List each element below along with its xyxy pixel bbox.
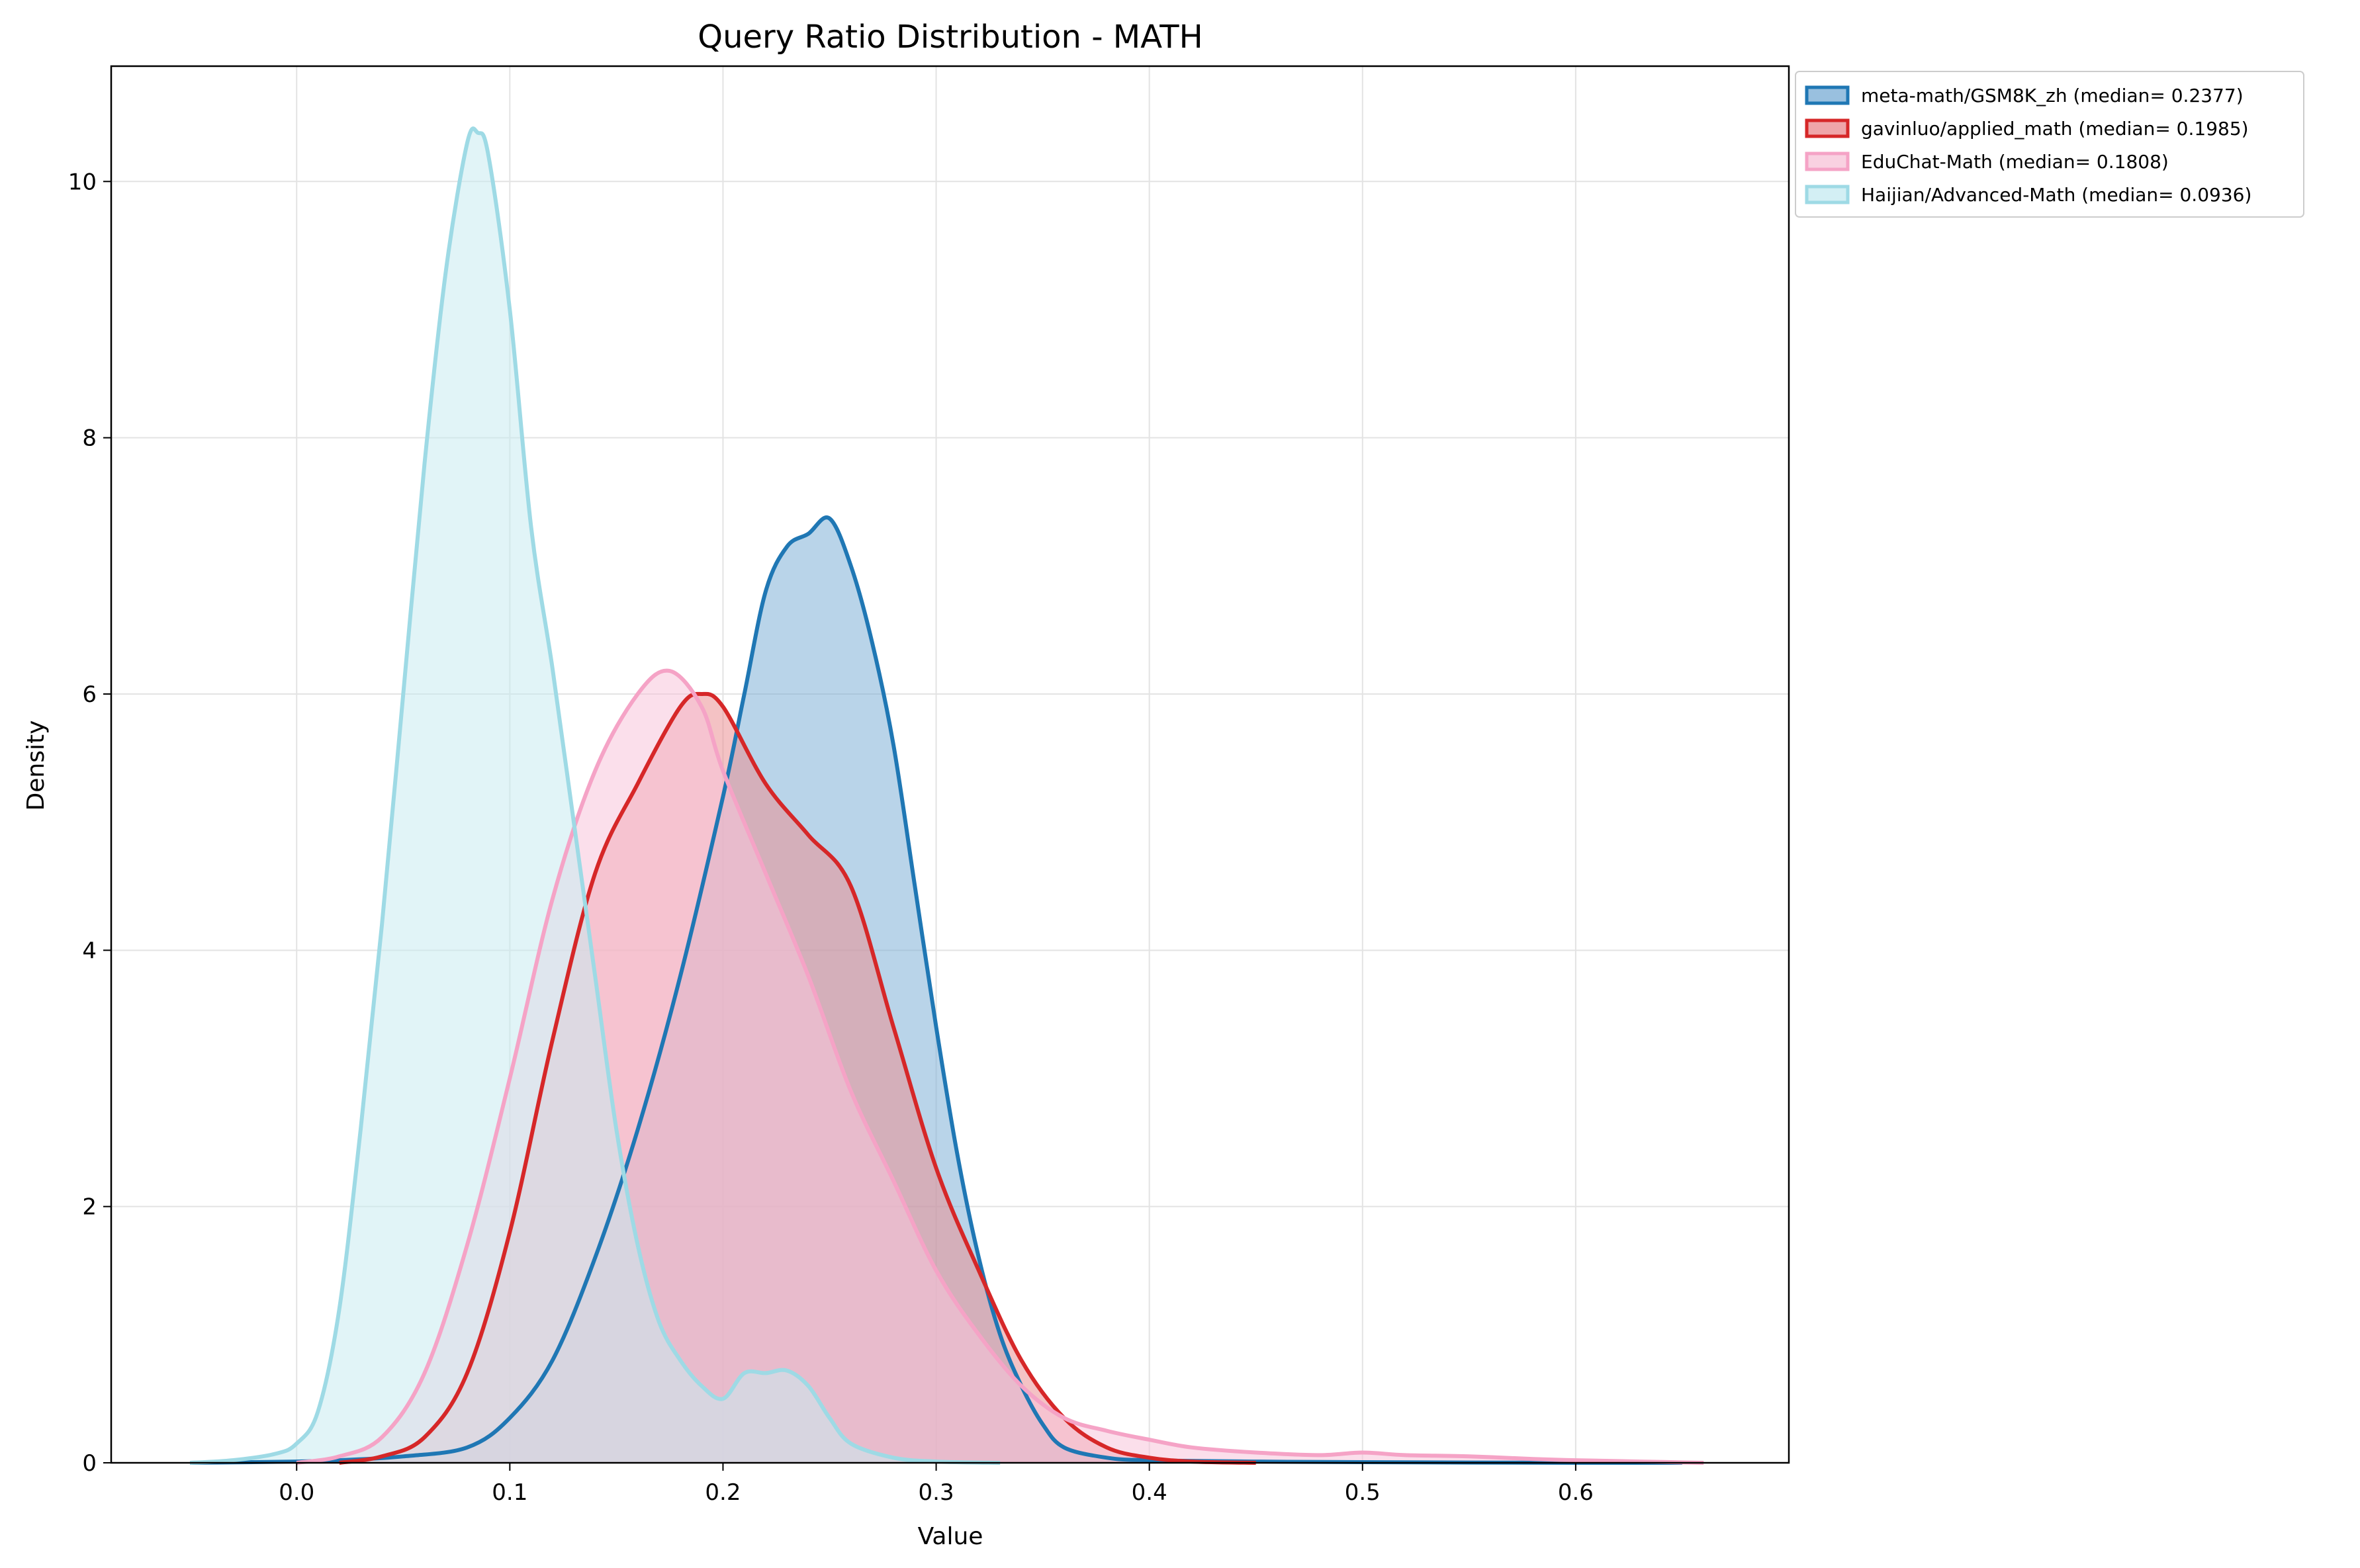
density-area-series-4 (190, 128, 1001, 1463)
x-tick-label: 0.4 (1132, 1479, 1167, 1506)
y-tick-label: 4 (82, 937, 97, 964)
plot-frame (110, 65, 1790, 1464)
density-lines (190, 126, 1704, 1465)
y-tick-label: 0 (82, 1450, 97, 1477)
legend-swatch (1805, 152, 1850, 171)
density-line-series-1 (190, 515, 1682, 1465)
x-tick-label: 0.1 (492, 1479, 527, 1506)
legend-label: Haijian/Advanced-Math (median= 0.0936) (1861, 184, 2251, 206)
density-areas (190, 128, 1704, 1463)
density-line-series-2 (339, 691, 1256, 1465)
legend-label: meta-math/GSM8K_zh (median= 0.2377) (1861, 85, 2244, 107)
x-tick-label: 0.2 (705, 1479, 741, 1506)
density-line-series-3 (296, 668, 1704, 1465)
legend-swatch (1805, 185, 1850, 204)
y-tick-label: 6 (82, 681, 97, 708)
density-area-series-3 (296, 670, 1704, 1463)
y-tick-label: 8 (82, 425, 97, 452)
x-tick-label: 0.3 (919, 1479, 954, 1506)
x-tick-label: 0.6 (1558, 1479, 1594, 1506)
y-axis-title: Density (23, 720, 50, 811)
legend-swatch (1805, 118, 1850, 138)
x-tick-label: 0.0 (279, 1479, 314, 1506)
y-tick-label: 10 (68, 169, 97, 195)
y-tick-label: 2 (82, 1194, 97, 1221)
legend-label: EduChat-Math (median= 0.1808) (1861, 151, 2169, 173)
density-line-series-4 (190, 126, 1001, 1465)
y-axis-ticks: 0 2 4 6 8 10 (68, 169, 111, 1477)
legend-label: gavinluo/applied_math (median= 0.1985) (1861, 118, 2249, 140)
legend-frame (1795, 71, 2304, 218)
legend-swatch (1805, 85, 1850, 105)
chart-title: Query Ratio Distribution - MATH (698, 19, 1203, 56)
legend: meta-math/GSM8K_zh (median= 0.2377) gavin… (1795, 71, 2304, 218)
x-axis-ticks: 0.0 0.1 0.2 0.3 0.4 0.5 0.6 (279, 1463, 1594, 1506)
x-tick-label: 0.5 (1345, 1479, 1381, 1506)
x-axis-title: Value (918, 1523, 983, 1550)
grid (111, 66, 1789, 1463)
